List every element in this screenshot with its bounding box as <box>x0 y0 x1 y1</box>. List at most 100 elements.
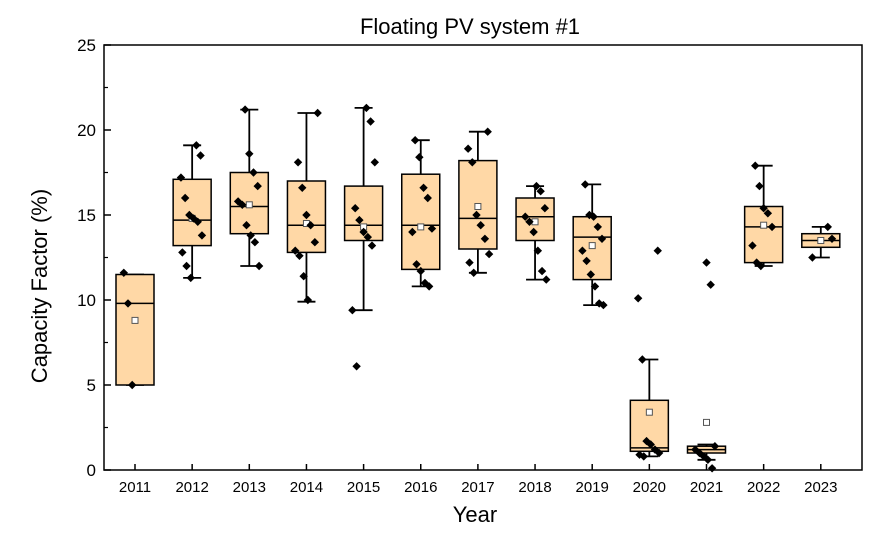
data-point <box>646 440 655 449</box>
data-point <box>653 246 662 255</box>
data-point <box>532 181 541 191</box>
data-point <box>483 127 492 136</box>
x-tick-label: 2013 <box>233 479 266 496</box>
data-point <box>427 224 437 233</box>
data-point <box>410 136 420 145</box>
mean-marker <box>131 316 139 324</box>
data-point <box>755 181 764 191</box>
data-point <box>306 221 315 230</box>
data-point <box>254 261 264 271</box>
x-tick-label: 2019 <box>576 479 609 496</box>
data-point <box>476 221 485 230</box>
data-point <box>642 436 651 446</box>
data-point <box>197 231 207 240</box>
data-point <box>178 248 187 257</box>
x-tick-label: 2017 <box>461 479 494 496</box>
data-point <box>196 151 205 160</box>
data-point <box>468 158 477 167</box>
data-point <box>128 380 137 390</box>
data-point <box>638 355 647 364</box>
data-point <box>295 251 304 260</box>
data-point <box>416 266 425 276</box>
data-point <box>599 300 608 310</box>
data-point <box>419 183 428 192</box>
y-tick-label: 10 <box>77 291 96 310</box>
data-point <box>639 452 648 461</box>
data-point <box>710 442 720 451</box>
data-point <box>193 217 202 226</box>
data-point <box>366 117 375 126</box>
data-point <box>423 193 432 203</box>
data-point <box>303 295 313 305</box>
data-point <box>521 212 530 221</box>
data-point <box>367 241 377 250</box>
data-point <box>192 141 201 150</box>
data-point <box>650 445 660 454</box>
mean-marker <box>474 203 482 210</box>
data-point <box>362 103 371 113</box>
data-point <box>180 193 190 203</box>
mean-marker <box>245 201 253 209</box>
mean-marker <box>417 223 425 231</box>
data-point <box>542 275 551 284</box>
data-point <box>751 161 760 170</box>
data-point <box>589 212 598 221</box>
mean-marker <box>645 408 653 416</box>
plot-frame <box>103 44 863 471</box>
data-point <box>633 294 643 303</box>
data-point <box>240 105 250 114</box>
data-point <box>537 266 547 276</box>
data-point <box>590 282 600 291</box>
y-axis-label: Capacity Factor (%) <box>27 189 52 383</box>
data-point <box>412 260 421 269</box>
data-point <box>823 222 832 232</box>
data-point <box>242 221 251 230</box>
data-point <box>469 268 478 277</box>
mean-marker <box>703 418 710 426</box>
data-point <box>763 209 773 218</box>
y-tick-label: 15 <box>77 206 96 225</box>
box-iqr <box>401 173 441 271</box>
data-point <box>355 215 364 225</box>
data-point <box>299 272 308 281</box>
data-point <box>463 144 473 153</box>
data-point <box>593 222 602 232</box>
x-tick-label: 2023 <box>804 479 837 496</box>
data-point <box>691 445 700 454</box>
x-tick-label: 2015 <box>347 479 380 496</box>
data-point <box>313 108 322 118</box>
data-point <box>480 234 490 243</box>
data-point <box>351 204 360 213</box>
data-point <box>359 227 368 237</box>
data-point <box>176 173 186 182</box>
y-tick-label: 20 <box>77 121 96 140</box>
box-iqr <box>115 273 155 386</box>
data-point <box>654 448 664 458</box>
y-tick-label: 25 <box>77 36 96 55</box>
data-point <box>186 273 195 283</box>
data-point <box>245 149 254 158</box>
x-tick-label: 2016 <box>404 479 437 496</box>
x-tick-label: 2011 <box>119 479 151 496</box>
data-point <box>808 253 817 262</box>
y-tick-label: 5 <box>87 376 96 395</box>
data-point <box>585 210 594 220</box>
data-point <box>525 217 534 226</box>
x-tick-label: 2021 <box>690 479 723 496</box>
box-iqr <box>743 205 784 264</box>
data-point <box>595 299 604 308</box>
chart-title: Floating PV system #1 <box>360 14 580 39</box>
data-point <box>472 210 481 220</box>
data-point <box>707 464 717 473</box>
x-axis-label: Year <box>453 502 497 527</box>
data-point <box>123 299 133 308</box>
data-point <box>249 168 258 177</box>
data-point <box>415 153 424 162</box>
y-tick-label: 0 <box>87 461 96 480</box>
data-point <box>699 452 708 461</box>
data-point <box>246 231 255 240</box>
data-point <box>424 282 434 291</box>
data-point <box>182 261 191 271</box>
data-point <box>597 234 607 243</box>
